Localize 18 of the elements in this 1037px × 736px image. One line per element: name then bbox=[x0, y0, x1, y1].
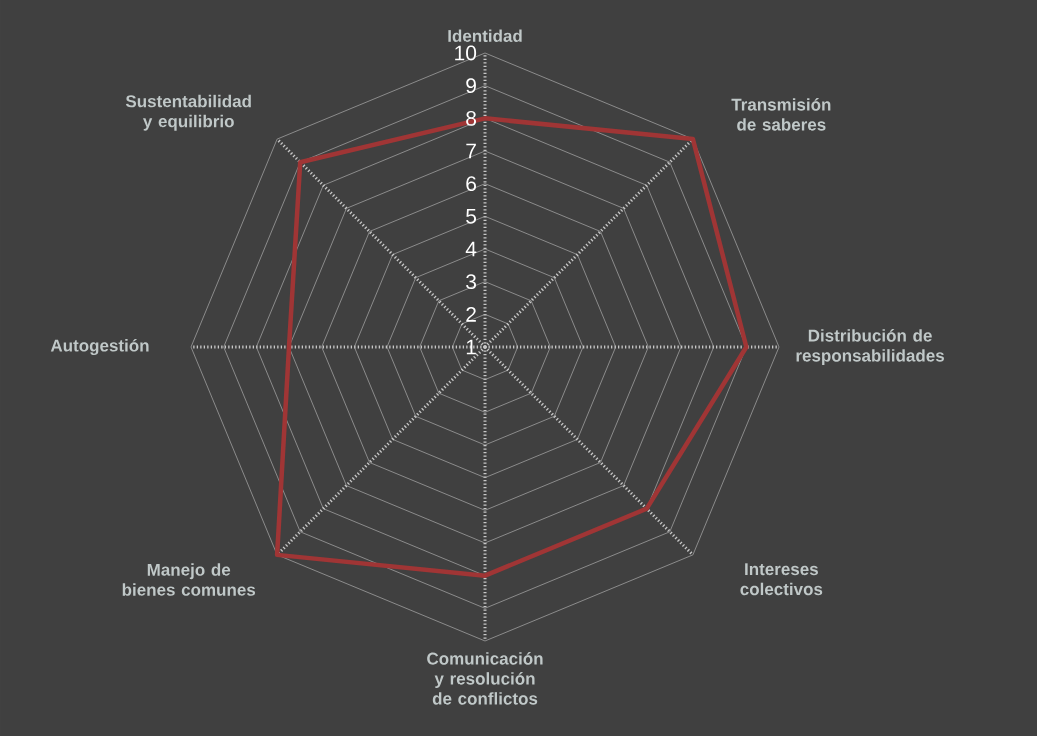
spoke-label: Autogestión bbox=[50, 338, 149, 356]
y-tick-label: 6 bbox=[466, 176, 477, 192]
spoke-label: Transmisión de saberes bbox=[731, 98, 831, 131]
y-tick-label: 8 bbox=[466, 110, 477, 126]
y-tick-label: 10 bbox=[455, 45, 477, 61]
y-tick-label: 9 bbox=[466, 78, 476, 94]
spoke-label: Comunicación y resolución de conflictos bbox=[427, 652, 543, 705]
y-tick-label: 3 bbox=[466, 274, 477, 290]
spoke-label: Intereses colectivos bbox=[740, 563, 823, 596]
y-tick-label: 2 bbox=[466, 306, 476, 322]
y-tick-label: 5 bbox=[466, 209, 477, 224]
y-tick-label: 4 bbox=[465, 241, 477, 257]
spoke-label: Identidad bbox=[448, 29, 522, 42]
y-tick-label: 7 bbox=[466, 143, 476, 159]
spoke-label: Distribución de responsabilidades bbox=[796, 328, 944, 365]
y-tick-label: 1 bbox=[466, 339, 476, 355]
spoke-label: Sustentabilidad y equilibrio bbox=[125, 94, 251, 131]
spoke-label: Manejo de bienes comunes bbox=[122, 563, 256, 596]
